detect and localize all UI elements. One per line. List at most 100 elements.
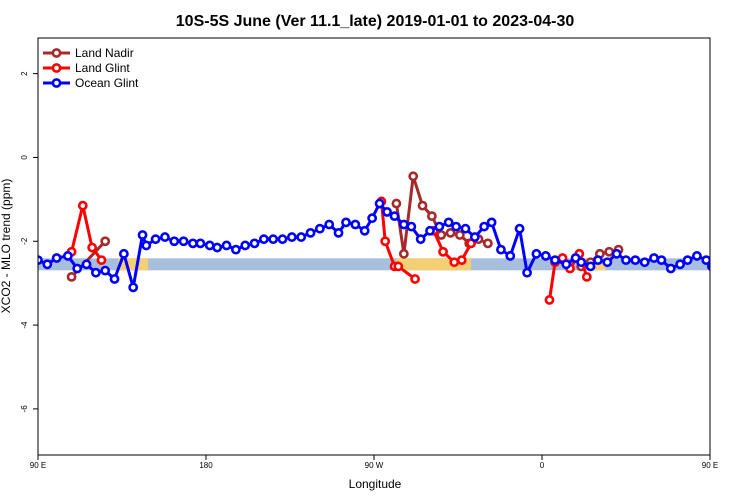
data-point xyxy=(576,257,587,268)
data-point xyxy=(522,267,532,278)
data-point xyxy=(561,259,572,270)
data-point xyxy=(42,259,53,270)
data-point xyxy=(630,255,641,266)
data-point xyxy=(100,265,111,276)
data-point xyxy=(141,240,152,251)
data-point xyxy=(389,211,400,222)
data-point xyxy=(451,221,462,232)
data-point xyxy=(137,230,148,240)
reference-band xyxy=(38,258,710,271)
data-point xyxy=(456,255,467,266)
data-point xyxy=(445,227,456,238)
data-point xyxy=(296,232,307,242)
data-point xyxy=(682,255,693,266)
x-tick-label: 90 E xyxy=(702,461,718,470)
x-tick-label: 90 E xyxy=(30,461,46,470)
data-point xyxy=(90,267,101,278)
data-point xyxy=(212,242,223,253)
data-point xyxy=(240,240,251,251)
data-point xyxy=(195,238,206,249)
data-point xyxy=(544,295,555,305)
data-point xyxy=(665,263,676,274)
data-point xyxy=(314,223,325,234)
data-point xyxy=(408,171,419,182)
legend-swatch-marker xyxy=(51,63,62,73)
data-point xyxy=(367,213,378,224)
data-point xyxy=(585,261,596,272)
y-axis-label: XCO2 - MLO trend (ppm) xyxy=(0,179,13,314)
data-point xyxy=(656,255,667,266)
data-point xyxy=(393,261,404,272)
data-point xyxy=(460,223,471,234)
data-point xyxy=(649,253,659,263)
data-point xyxy=(540,251,551,261)
data-point xyxy=(118,248,129,259)
x-axis: 90 E 180 90 W 0 90 E xyxy=(30,455,718,470)
y-tick-label: -4 xyxy=(20,321,29,329)
data-point xyxy=(128,282,139,293)
data-point xyxy=(639,257,650,268)
data-point xyxy=(374,198,385,209)
data-point xyxy=(479,221,490,232)
data-point xyxy=(426,211,437,222)
legend-swatch-marker xyxy=(51,48,62,58)
y-tick-label: 2 xyxy=(20,71,29,76)
data-point xyxy=(725,269,732,276)
data-point xyxy=(398,248,409,259)
data-point xyxy=(706,261,710,271)
series-line-1-0 xyxy=(70,204,103,261)
data-point xyxy=(333,227,344,238)
data-point xyxy=(398,219,409,230)
data-point xyxy=(305,227,316,238)
data-point xyxy=(514,223,525,234)
data-point xyxy=(286,232,297,242)
legend-label: Land Nadir xyxy=(75,46,134,60)
plot-frame xyxy=(37,37,711,456)
data-point xyxy=(221,240,232,251)
data-point xyxy=(169,236,180,247)
data-point xyxy=(87,242,98,253)
legend-label: Land Glint xyxy=(75,61,130,75)
data-point xyxy=(482,238,493,249)
data-point xyxy=(434,221,445,232)
data-point xyxy=(692,251,702,261)
data-point xyxy=(469,232,480,242)
data-point xyxy=(496,244,506,255)
data-point xyxy=(160,232,170,242)
data-point xyxy=(359,225,370,236)
data-point xyxy=(100,236,111,247)
x-tick-label: 90 W xyxy=(365,461,384,470)
data-point xyxy=(382,207,392,217)
y-tick-label: -2 xyxy=(20,237,29,245)
data-point xyxy=(81,259,92,270)
data-point xyxy=(96,255,107,266)
series-layer xyxy=(38,171,732,305)
data-point xyxy=(454,230,465,240)
data-point xyxy=(611,248,622,259)
data-point xyxy=(486,217,497,228)
legend-swatch-marker xyxy=(51,78,62,88)
data-point xyxy=(718,261,725,268)
data-point xyxy=(391,198,402,209)
data-point xyxy=(277,234,288,245)
data-point xyxy=(425,225,435,236)
data-point xyxy=(204,240,215,251)
data-point xyxy=(621,255,631,266)
data-point xyxy=(505,251,516,261)
data-point xyxy=(258,234,269,245)
data-point xyxy=(406,221,417,232)
data-point xyxy=(188,238,198,249)
data-point xyxy=(675,259,686,270)
data-point xyxy=(72,263,83,274)
data-point xyxy=(550,255,560,266)
data-point xyxy=(230,244,241,255)
data-point xyxy=(581,271,592,282)
data-point xyxy=(593,255,603,266)
y-tick-label: -6 xyxy=(20,405,29,413)
data-point xyxy=(150,234,161,245)
data-point xyxy=(341,217,351,228)
data-point xyxy=(62,251,73,261)
y-tick-label: 0 xyxy=(20,155,29,160)
data-point xyxy=(350,219,361,230)
